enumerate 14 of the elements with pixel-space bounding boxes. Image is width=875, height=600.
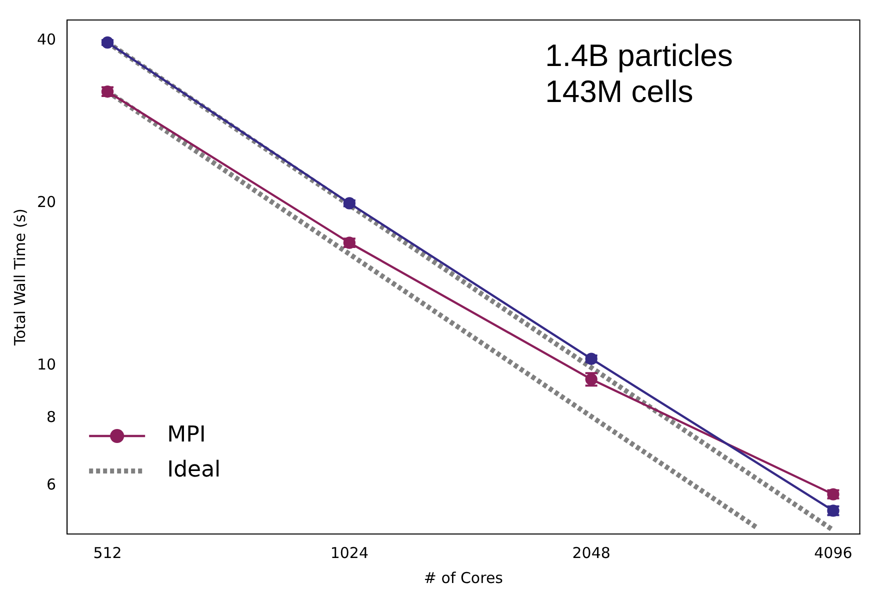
y-axis-title: Total Wall Time (s) <box>10 208 29 346</box>
x-tick-label: 1024 <box>330 544 369 562</box>
x-tick-label: 4096 <box>814 544 852 562</box>
x-tick-label: 2048 <box>572 544 610 562</box>
legend-label: MPI <box>167 422 206 448</box>
legend-label: Ideal <box>167 458 221 483</box>
x-axis-title: # of Cores <box>424 568 504 587</box>
annotation: 1.4B particles 143M cells <box>545 38 733 110</box>
x-tick-label: 512 <box>93 544 122 562</box>
y-tick-label: 6 <box>46 475 56 494</box>
y-tick-label: 10 <box>36 356 56 374</box>
y-tick-label: 40 <box>36 30 56 49</box>
y-tick-label: 20 <box>36 193 56 212</box>
y-tick-label: 8 <box>46 408 56 426</box>
